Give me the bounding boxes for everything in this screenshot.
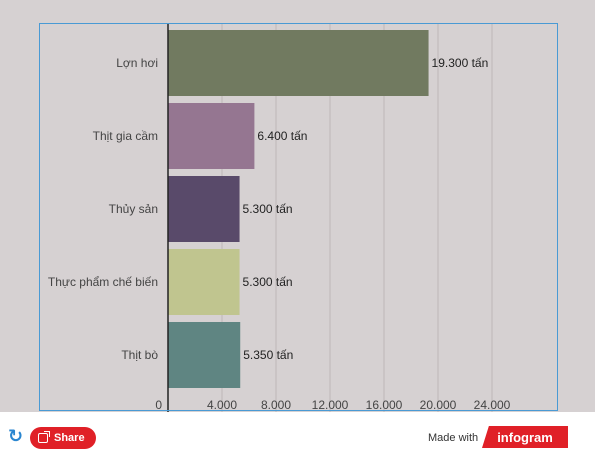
refresh-icon[interactable]: ↻ [8, 426, 24, 446]
x-tick-label: 20.000 [420, 398, 457, 412]
category-label: Thịt bò [121, 348, 158, 362]
footer: ↻ Share Made with infogram [0, 412, 595, 465]
share-icon [38, 431, 50, 443]
bar [168, 103, 255, 169]
bar-chart: Lợn hơi 19.300 tấn Thịt gia cầm 6.400 tấn Th… [48, 24, 511, 412]
value-label: 5.300 tấn [243, 275, 293, 289]
chart-frame [39, 23, 558, 411]
infogram-label: infogram [497, 429, 553, 445]
category-label: Lợn hơi [116, 56, 158, 70]
infogram-logo[interactable]: infogram [482, 426, 568, 448]
value-label: 6.400 tấn [257, 129, 307, 143]
bar [168, 30, 429, 96]
bar [168, 322, 241, 388]
x-tick-label: 0 [155, 398, 162, 412]
value-label: 5.350 tấn [243, 348, 293, 362]
share-button[interactable]: Share [30, 427, 96, 449]
x-tick-label: 4.000 [207, 398, 237, 412]
x-tick-label: 16.000 [366, 398, 403, 412]
x-tick-label: 24.000 [474, 398, 511, 412]
value-label: 5.300 tấn [243, 202, 293, 216]
category-label: Thủy sản [109, 202, 158, 216]
chart-area: Lợn hơi 19.300 tấn Thịt gia cầm 6.400 tấn Th… [0, 0, 595, 412]
bar [168, 176, 240, 242]
x-tick-label: 12.000 [312, 398, 349, 412]
category-label: Thịt gia cầm [93, 129, 158, 143]
x-tick-label: 8.000 [261, 398, 291, 412]
made-with-text: Made with [428, 432, 479, 444]
category-label: Thực phẩm chế biến [48, 275, 158, 289]
share-label: Share [54, 432, 85, 444]
value-label: 19.300 tấn [432, 56, 489, 70]
bar [168, 249, 240, 315]
